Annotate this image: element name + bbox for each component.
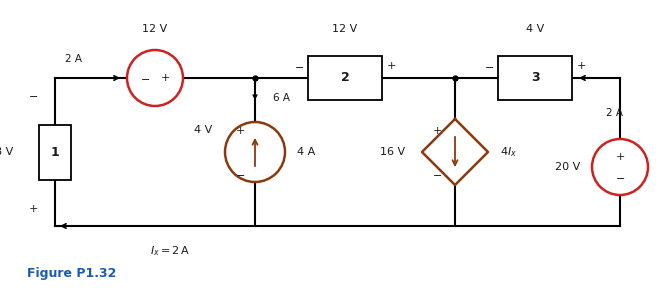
Text: $4I_x$: $4I_x$	[500, 145, 517, 159]
Text: 12 V: 12 V	[333, 24, 358, 34]
Text: $-$: $-$	[235, 169, 245, 179]
Circle shape	[592, 139, 648, 195]
Text: $I_x = 2\,\mathrm{A}$: $I_x = 2\,\mathrm{A}$	[150, 244, 190, 258]
Text: $-$: $-$	[484, 61, 494, 71]
Bar	[39, 125, 71, 179]
Text: 2 A: 2 A	[65, 54, 81, 64]
Text: 3: 3	[531, 72, 540, 85]
Text: 4 V: 4 V	[526, 24, 544, 34]
Text: 16 V: 16 V	[380, 147, 406, 157]
Text: 6 A: 6 A	[273, 93, 290, 103]
Text: 2: 2	[341, 72, 349, 85]
Text: $+$: $+$	[28, 204, 38, 215]
Text: 20 V: 20 V	[555, 162, 580, 172]
Text: $-$: $-$	[28, 90, 38, 100]
Polygon shape	[422, 119, 488, 185]
Text: $+$: $+$	[235, 125, 245, 136]
Text: $+$: $+$	[576, 60, 586, 72]
Text: $+$: $+$	[615, 151, 625, 162]
Text: $-$: $-$	[615, 172, 625, 182]
Text: $-$: $-$	[140, 73, 150, 83]
Text: Figure P1.32: Figure P1.32	[27, 267, 116, 280]
Circle shape	[225, 122, 285, 182]
Circle shape	[127, 50, 183, 106]
Text: $+$: $+$	[432, 125, 442, 136]
Text: 1: 1	[50, 145, 59, 159]
Bar	[308, 56, 382, 100]
Text: $+$: $+$	[160, 72, 170, 83]
Text: $+$: $+$	[386, 60, 396, 72]
Text: 4 A: 4 A	[297, 147, 315, 157]
Text: 12 V: 12 V	[142, 24, 167, 34]
Text: 2 A: 2 A	[607, 108, 624, 118]
Bar	[498, 56, 572, 100]
Text: 8 V: 8 V	[0, 147, 13, 157]
Text: $-$: $-$	[294, 61, 304, 71]
Text: $-$: $-$	[432, 169, 442, 179]
Text: 4 V: 4 V	[194, 125, 212, 135]
